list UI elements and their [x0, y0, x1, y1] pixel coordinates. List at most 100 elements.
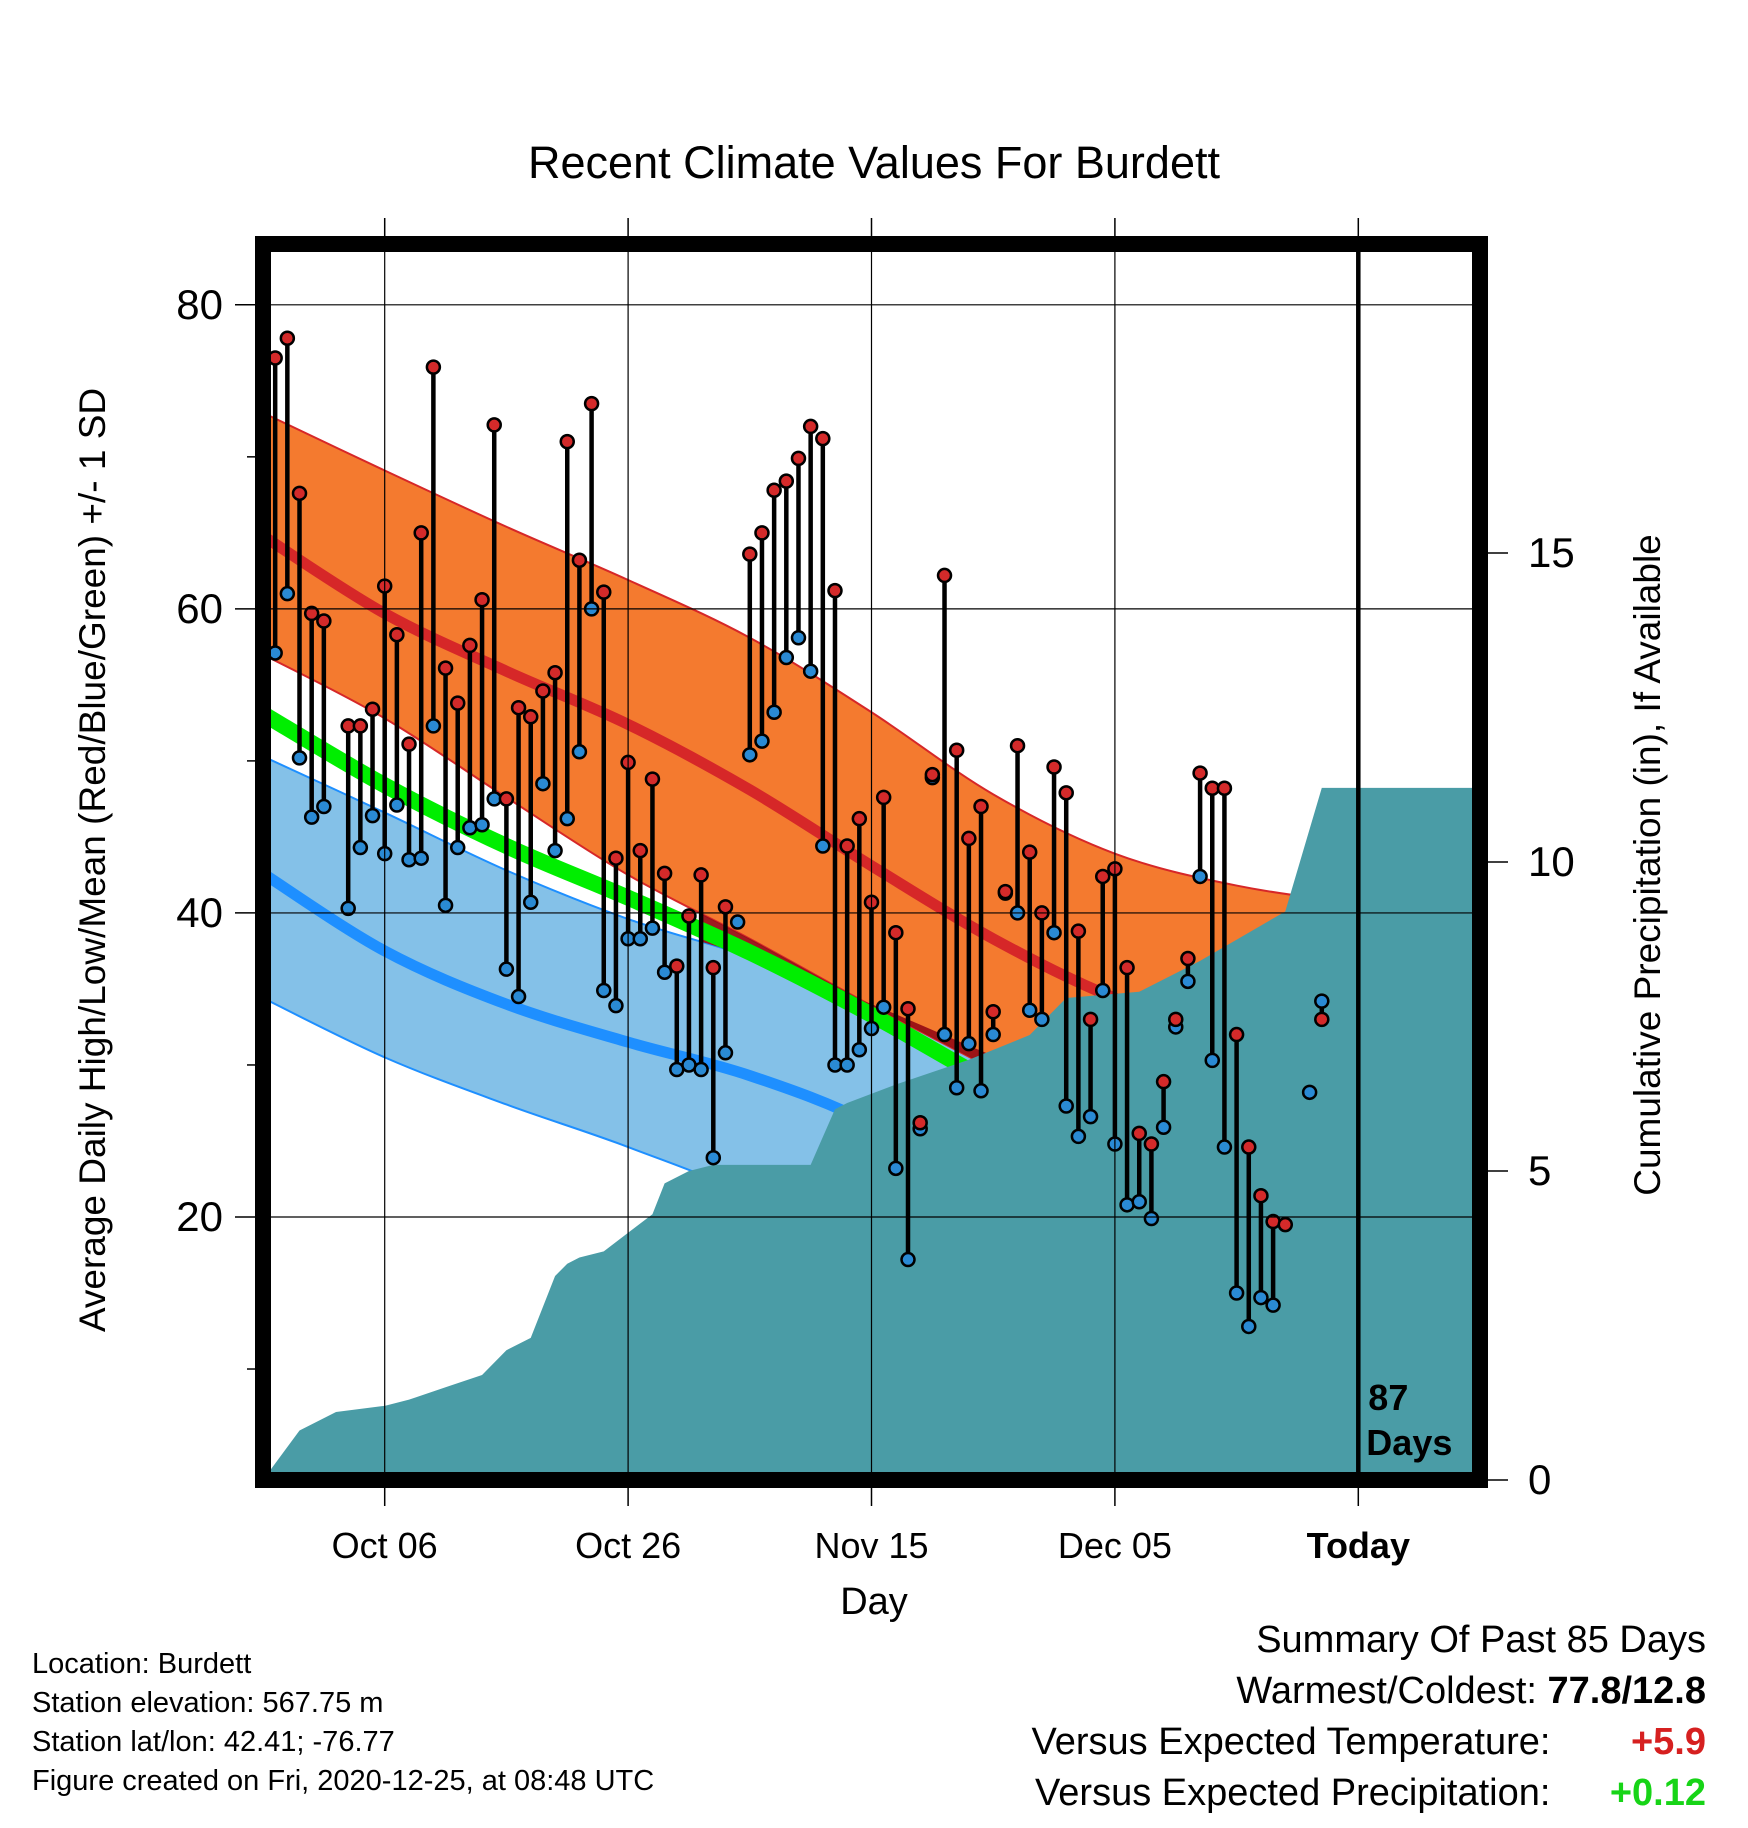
station-info: Location: Burdett Station elevation: 567…: [32, 1645, 654, 1801]
observed-low-point: [279, 585, 296, 602]
observed-low-point: [462, 820, 478, 836]
observed-high-point: [1021, 844, 1038, 860]
observed-low-point: [535, 775, 551, 792]
observed-low-point: [1034, 1011, 1050, 1028]
observed-low-point: [1180, 973, 1196, 990]
y-left-tick-label: 60: [176, 585, 223, 632]
y-right-tick-label: 0: [1528, 1456, 1551, 1503]
observed-low-point: [571, 744, 588, 760]
observed-low-point: [316, 798, 332, 815]
figure-created: Figure created on Fri, 2020-12-25, at 08…: [32, 1765, 655, 1797]
observed-low-point: [559, 810, 575, 827]
observed-high-point: [608, 850, 624, 866]
observed-high-point: [681, 908, 697, 924]
observed-high-point: [1143, 1136, 1160, 1152]
observed-high-point: [632, 842, 649, 859]
observed-low-point: [596, 982, 612, 999]
y-axis-right-label: Cumulative Precipitation (in), If Availa…: [1627, 534, 1668, 1196]
x-axis-label: Day: [840, 1581, 908, 1623]
observed-high-point: [437, 660, 454, 676]
observed-high-point: [851, 810, 868, 827]
observed-high-point: [559, 433, 575, 450]
observed-high-point: [1277, 1216, 1294, 1233]
observed-low-point: [1155, 1119, 1172, 1136]
x-tick-label: Oct 06: [332, 1525, 438, 1566]
plot-frame: [255, 236, 1488, 1488]
observed-high-point: [352, 718, 369, 734]
observed-low-point: [1216, 1139, 1233, 1155]
observed-low-point: [802, 663, 819, 679]
observed-low-point: [851, 1042, 868, 1058]
precip-label: Versus Expected Precipitation:: [1035, 1772, 1551, 1814]
observed-low-point: [815, 838, 831, 854]
observed-low-point: [888, 1160, 904, 1177]
observed-low-point: [656, 964, 673, 980]
observed-low-point: [291, 750, 308, 766]
observed-low-point: [303, 809, 320, 825]
observed-low-point: [498, 961, 515, 977]
observed-high-point: [364, 701, 381, 717]
observed-high-point: [279, 330, 296, 347]
observed-low-point: [1192, 868, 1208, 885]
today-days-word: Days: [1366, 1422, 1452, 1463]
observed-low-point: [900, 1251, 916, 1268]
observed-high-point: [498, 791, 515, 807]
observed-high-point: [912, 1114, 928, 1131]
observed-high-point: [985, 1003, 1001, 1020]
y-left-tick-label: 20: [176, 1193, 223, 1240]
observed-low-point: [1094, 982, 1111, 999]
observed-low-point: [632, 931, 649, 947]
observed-low-point: [644, 920, 661, 936]
y-left-tick-label: 40: [176, 889, 223, 936]
observed-low-point: [985, 1026, 1001, 1043]
observed-high-point: [1216, 780, 1233, 797]
observed-high-point: [401, 736, 417, 752]
observed-high-point: [462, 637, 478, 654]
observed-low-point: [1265, 1297, 1281, 1313]
observed-low-point: [401, 851, 417, 868]
observed-high-point: [1180, 950, 1196, 967]
precip-value: +0.12: [1609, 1772, 1706, 1814]
observed-low-point: [364, 807, 381, 824]
observed-high-point: [936, 567, 953, 584]
observed-low-point: [425, 718, 442, 734]
observed-low-point: [1314, 993, 1330, 1009]
observed-low-point: [1131, 1194, 1147, 1210]
observed-high-point: [303, 605, 320, 622]
observed-high-point: [705, 959, 722, 976]
observed-high-point: [754, 525, 770, 541]
observed-high-point: [389, 626, 405, 643]
observed-low-point: [936, 1026, 953, 1043]
observed-high-point: [486, 417, 502, 433]
observed-low-point: [1082, 1108, 1099, 1125]
observed-high-point: [547, 664, 563, 681]
observed-high-point: [571, 552, 588, 568]
observed-low-point: [693, 1061, 709, 1078]
x-tick-label: Dec 05: [1058, 1525, 1172, 1566]
observed-low-point: [547, 842, 563, 859]
observed-high-point: [425, 359, 442, 375]
observed-high-point: [669, 958, 685, 974]
observed-high-point: [449, 695, 466, 711]
observed-low-point: [352, 839, 369, 856]
observed-low-point: [1204, 1052, 1221, 1069]
observed-high-point: [316, 613, 332, 629]
observed-low-point: [1253, 1289, 1269, 1306]
observed-high-point: [875, 789, 892, 806]
observed-high-point: [742, 546, 758, 562]
observed-high-point: [1241, 1139, 1257, 1155]
observed-high-point: [583, 395, 600, 412]
warm-cold-value: 77.8/12.8: [1547, 1670, 1706, 1712]
x-tick-label: Oct 26: [575, 1525, 681, 1566]
observed-low-point: [1119, 1197, 1135, 1213]
observed-high-point: [888, 924, 904, 941]
warm-cold-label: Warmest/Coldest:: [1236, 1670, 1537, 1712]
observed-high-point: [535, 683, 551, 699]
observed-low-point: [778, 649, 795, 666]
observed-low-point: [717, 1045, 734, 1061]
observed-low-point: [474, 817, 490, 833]
observed-low-point: [1058, 1098, 1074, 1114]
observed-high-point: [1119, 959, 1135, 976]
